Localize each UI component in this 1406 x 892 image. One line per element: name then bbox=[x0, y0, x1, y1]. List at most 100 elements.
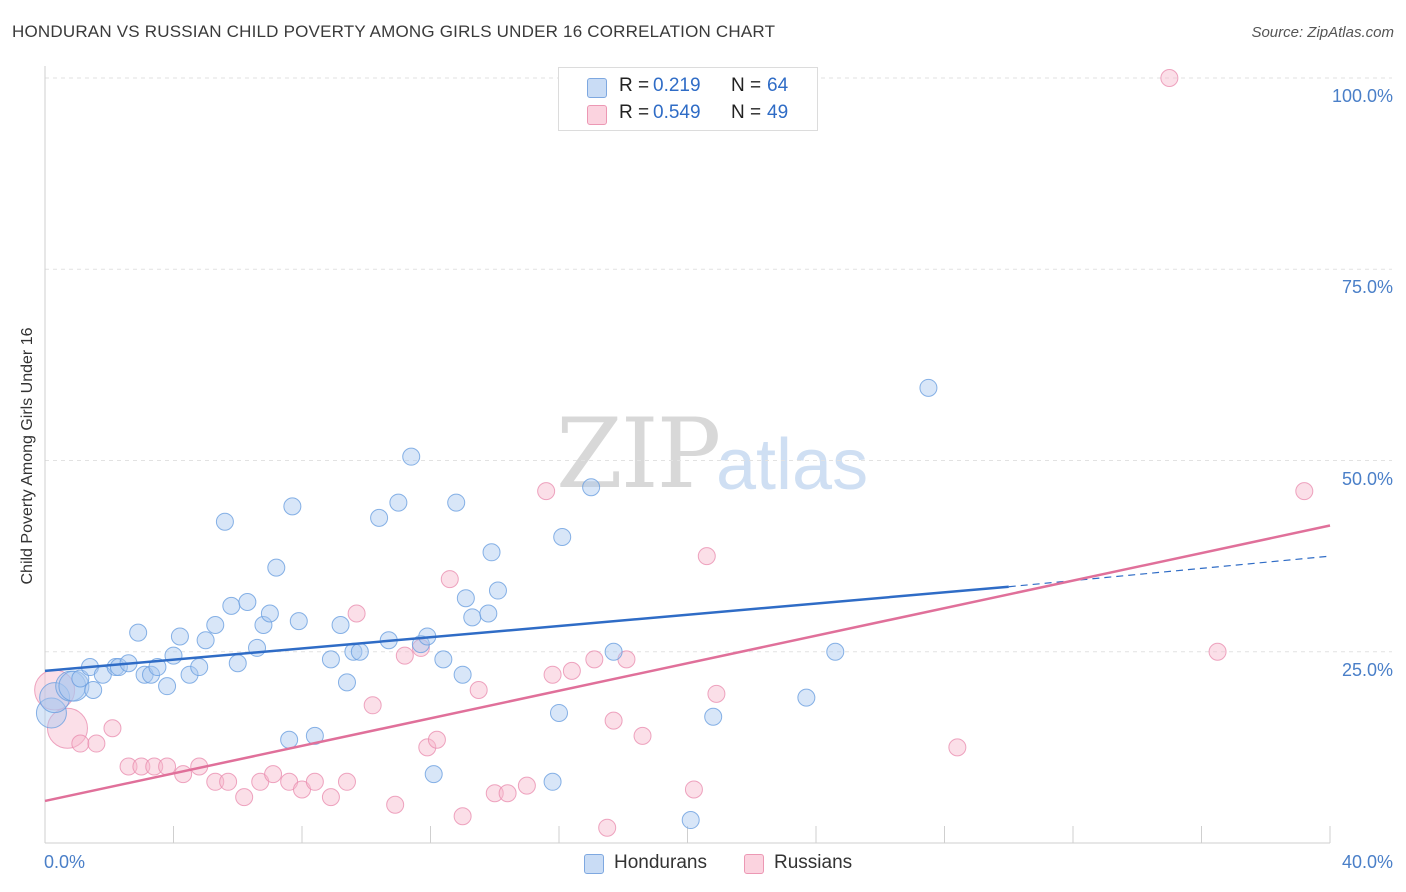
hondurans-point bbox=[826, 642, 845, 661]
russians-point bbox=[386, 795, 405, 814]
hondurans-point bbox=[283, 497, 302, 516]
russians-point bbox=[305, 772, 324, 791]
russians-point bbox=[103, 719, 122, 738]
russians-point bbox=[562, 661, 581, 680]
russians-point bbox=[87, 734, 106, 753]
russians-point bbox=[469, 681, 488, 699]
hondurans-point bbox=[331, 615, 350, 634]
hondurans-point bbox=[254, 615, 273, 634]
hondurans-point bbox=[337, 673, 356, 692]
hondurans-point bbox=[447, 493, 466, 512]
hondurans-point bbox=[289, 612, 308, 631]
x-tick-label-min: 0.0% bbox=[44, 852, 86, 872]
russians-point bbox=[206, 772, 225, 791]
legend-box: R = 0.219 N = 64 R = 0.549 N = 49 bbox=[558, 67, 818, 131]
hondurans-point bbox=[158, 677, 177, 696]
axes bbox=[44, 66, 1331, 844]
hondurans-point bbox=[463, 608, 482, 627]
russians-point bbox=[684, 780, 703, 799]
hondurans-point bbox=[919, 378, 938, 397]
russians-point bbox=[633, 726, 652, 745]
hondurans-point bbox=[321, 650, 340, 669]
bottom-legend-label-hondurans: Hondurans bbox=[614, 852, 707, 873]
hondurans-point bbox=[305, 726, 324, 745]
russians-point bbox=[235, 788, 254, 807]
russians-point bbox=[485, 784, 504, 803]
hondurans-point bbox=[604, 642, 623, 661]
legend-r-value: 0.549 bbox=[653, 102, 701, 123]
hondurans-point bbox=[222, 596, 241, 615]
hondurans-point bbox=[582, 478, 601, 497]
hondurans-point bbox=[453, 665, 472, 684]
russians-point bbox=[347, 604, 366, 623]
russians-point bbox=[598, 818, 617, 837]
hondurans-point bbox=[543, 772, 562, 791]
russians-point bbox=[604, 711, 623, 730]
bottom-legend-swatch-russians bbox=[744, 854, 764, 874]
x-tick-label-max: 40.0% bbox=[1341, 852, 1393, 872]
russians-point bbox=[264, 765, 283, 784]
russians-points bbox=[34, 69, 1314, 837]
y-tick-label: 100.0% bbox=[1331, 86, 1393, 106]
russians-point bbox=[46, 707, 88, 749]
legend-row-russians: R = 0.549 N = 49 bbox=[559, 101, 817, 127]
hondurans-trend-line bbox=[44, 585, 1009, 673]
russians-point bbox=[174, 765, 193, 784]
russians-point bbox=[321, 788, 340, 807]
hondurans-point bbox=[350, 642, 369, 661]
y-tick-label: 75.0% bbox=[1341, 277, 1393, 298]
hondurans-point bbox=[215, 512, 234, 531]
hondurans-point bbox=[71, 669, 90, 688]
hondurans-point bbox=[35, 697, 67, 729]
russians-point bbox=[707, 684, 726, 703]
bottom-legend-label-russians: Russians bbox=[774, 852, 853, 873]
russians-point bbox=[440, 570, 459, 589]
hondurans-point bbox=[681, 811, 700, 830]
russians-point bbox=[697, 547, 716, 566]
hondurans-point bbox=[260, 604, 279, 623]
legend-n-value: 49 bbox=[767, 102, 789, 123]
hondurans-point bbox=[170, 627, 189, 646]
hondurans-point bbox=[704, 707, 723, 726]
hondurans-point bbox=[148, 658, 167, 677]
hondurans-point bbox=[142, 665, 161, 684]
russians-point bbox=[537, 482, 556, 501]
hondurans-point bbox=[129, 623, 148, 642]
russians-point bbox=[395, 646, 414, 665]
legend-r-label: R = bbox=[619, 75, 650, 96]
hondurans-points bbox=[35, 378, 938, 830]
hondurans-point bbox=[180, 665, 199, 684]
chart-title: HONDURAN VS RUSSIAN CHILD POVERTY AMONG … bbox=[12, 22, 776, 41]
legend-n-label: N = bbox=[731, 75, 762, 96]
russians-point bbox=[585, 650, 604, 669]
russians-point bbox=[543, 665, 562, 684]
legend-swatch-russians bbox=[587, 105, 607, 125]
legend-n-value: 64 bbox=[767, 75, 789, 96]
hondurans-point bbox=[797, 688, 816, 707]
russians-point bbox=[411, 638, 430, 657]
hondurans-point bbox=[488, 581, 507, 600]
russians-point bbox=[219, 772, 238, 791]
russians-point bbox=[363, 696, 382, 715]
russians-trend-line bbox=[44, 524, 1331, 803]
hondurans-point bbox=[434, 650, 453, 669]
hondurans-point bbox=[424, 765, 443, 784]
legend-n-label: N = bbox=[731, 102, 762, 123]
grid-lines bbox=[45, 77, 1392, 653]
legend-swatch-hondurans bbox=[587, 78, 607, 98]
hondurans-point bbox=[553, 528, 572, 546]
russians-point bbox=[132, 757, 151, 776]
russians-point bbox=[948, 738, 967, 757]
hondurans-point bbox=[58, 670, 90, 702]
hondurans-point bbox=[479, 604, 498, 623]
russians-point bbox=[418, 738, 437, 757]
legend-row-hondurans: R = 0.219 N = 64 bbox=[559, 74, 817, 100]
hondurans-point bbox=[164, 646, 183, 665]
hondurans-point bbox=[196, 631, 215, 650]
hondurans-point bbox=[550, 703, 568, 722]
russians-point bbox=[1295, 482, 1314, 501]
hondurans-point bbox=[84, 681, 103, 699]
hondurans-point bbox=[190, 658, 209, 677]
russians-point bbox=[453, 807, 472, 826]
